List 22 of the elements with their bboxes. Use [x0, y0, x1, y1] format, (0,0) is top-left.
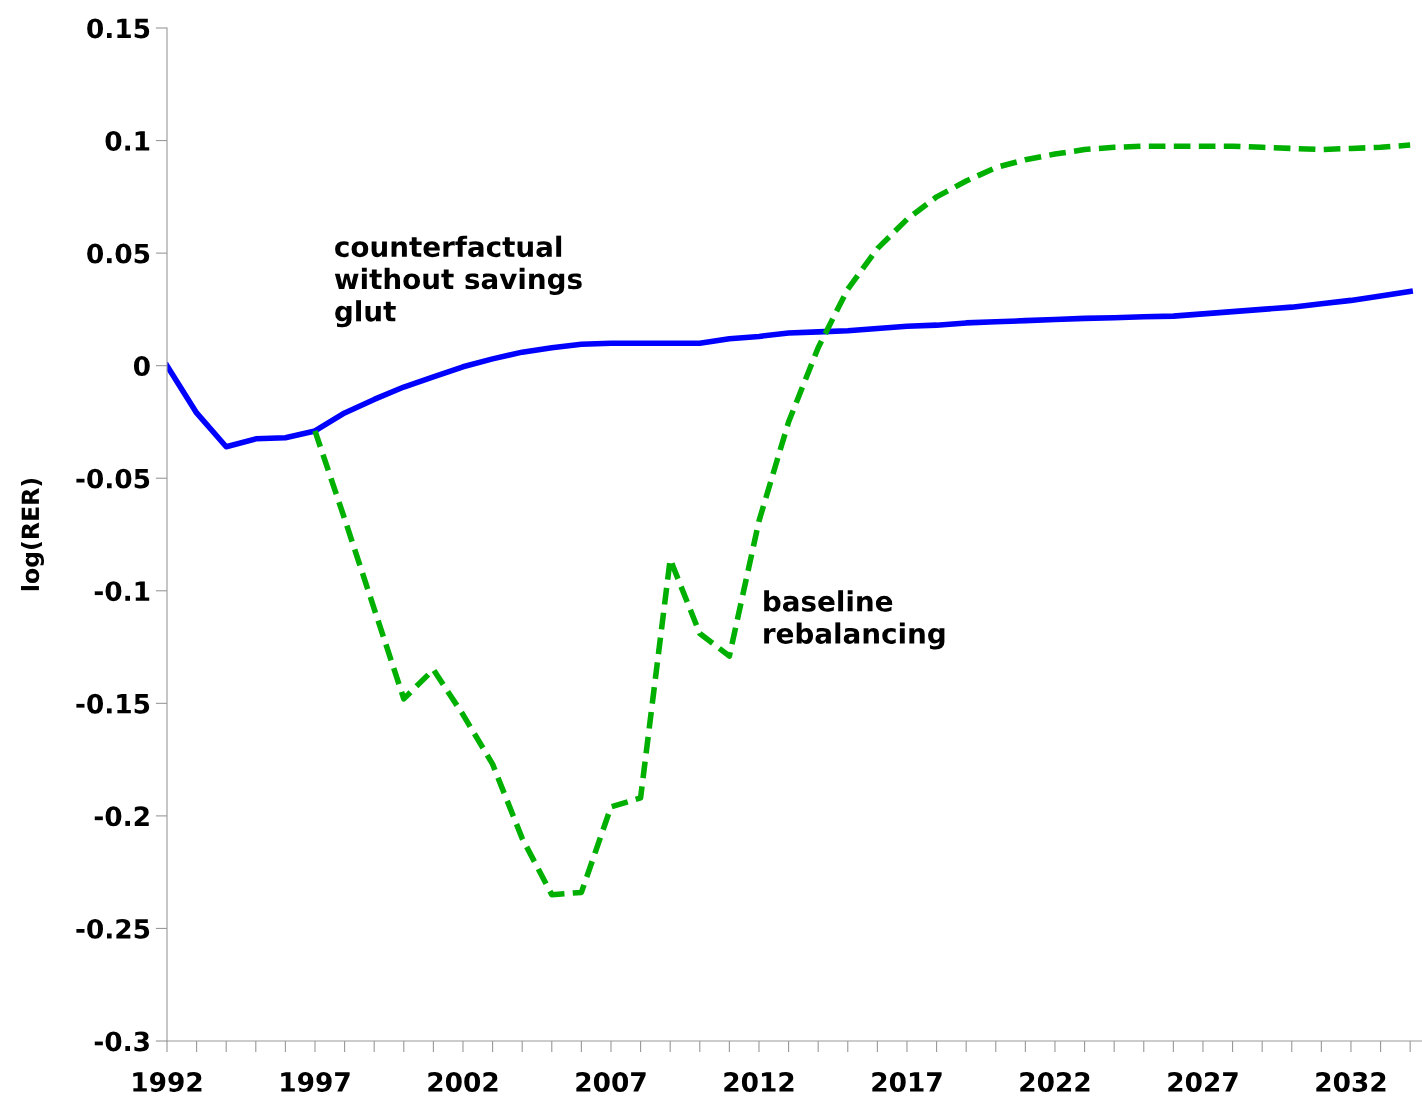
y-tick-label: -0.15	[76, 693, 150, 714]
y-tick-label: 0.1	[105, 131, 150, 151]
x-tick-label: 2022	[1020, 1072, 1090, 1092]
y-tick-label: -0.3	[94, 1031, 149, 1052]
x-tick-label: 2012	[724, 1072, 794, 1092]
x-tick-label: 2007	[576, 1072, 646, 1092]
y-tick-label: 0.05	[87, 243, 150, 264]
x-tick-label: 1997	[281, 1072, 350, 1092]
y-tick-label: -0.05	[76, 468, 150, 489]
y-tick-label: 0	[133, 356, 150, 377]
y-tick-label: -0.1	[94, 581, 150, 602]
y-tick-label: -0.2	[94, 806, 149, 827]
y-axis-title: log(RER)	[20, 478, 45, 591]
x-tick-label: 2017	[872, 1072, 942, 1092]
x-tick-label: 2027	[1168, 1072, 1238, 1092]
series-label: baseline rebalancing	[764, 590, 945, 650]
x-tick-label: 2032	[1316, 1072, 1386, 1092]
y-tick-label: 0.15	[87, 18, 150, 39]
x-tick-label: 2002	[428, 1072, 498, 1092]
series-label: counterfactual without savings glut	[334, 235, 582, 328]
y-tick-label: -0.25	[76, 918, 150, 939]
x-tick-label: 1992	[133, 1072, 202, 1092]
